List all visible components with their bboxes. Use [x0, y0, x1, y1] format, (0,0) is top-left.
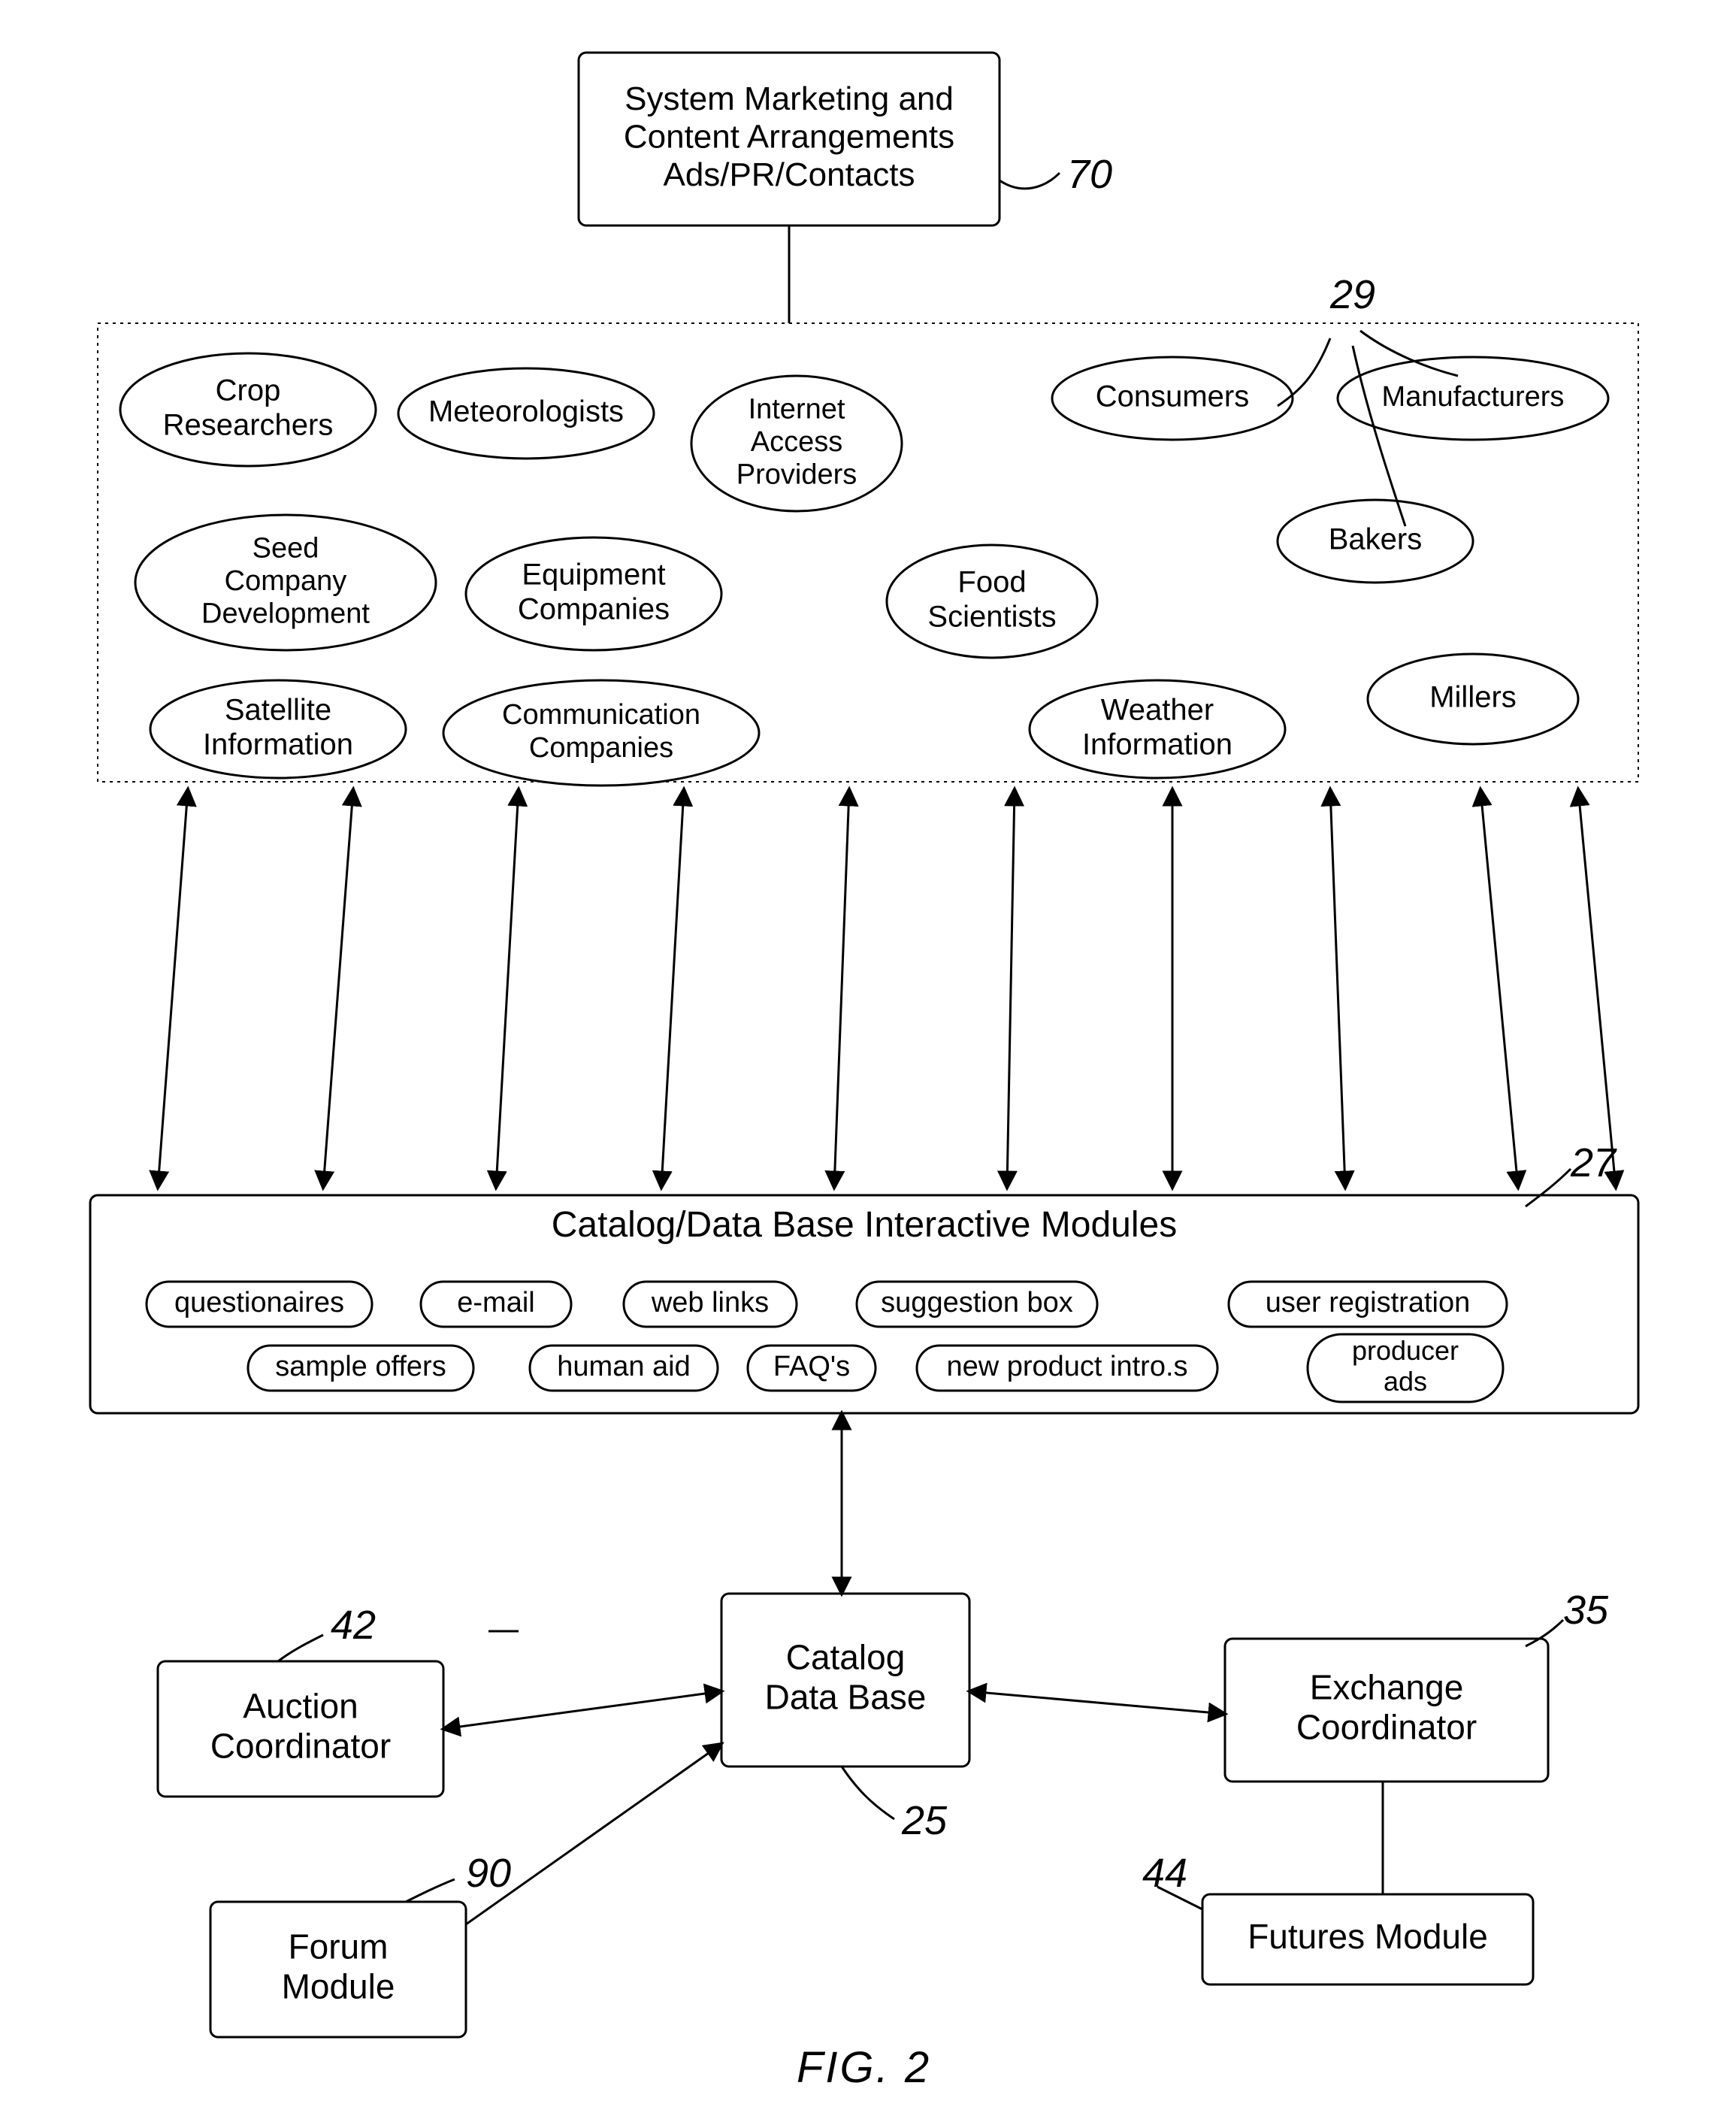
svg-text:ads: ads — [1384, 1366, 1427, 1397]
connector — [834, 789, 849, 1188]
svg-text:Development: Development — [201, 598, 370, 630]
ref-29: 29 — [1329, 272, 1375, 317]
ref-label: 44 — [1142, 1851, 1187, 1896]
svg-text:Companies: Companies — [529, 732, 673, 764]
svg-text:System Marketing and: System Marketing and — [625, 80, 954, 117]
ref-label: 35 — [1563, 1588, 1609, 1633]
svg-text:Researchers: Researchers — [163, 409, 334, 442]
svg-text:questionaires: questionaires — [174, 1287, 344, 1318]
svg-text:Satellite: Satellite — [225, 694, 331, 727]
ref-label: 25 — [901, 1798, 948, 1843]
svg-text:Communication: Communication — [502, 699, 700, 731]
connector — [443, 1691, 721, 1729]
svg-text:web links: web links — [651, 1287, 769, 1318]
svg-text:Consumers: Consumers — [1096, 380, 1250, 413]
svg-text:Meteorologists: Meteorologists — [428, 395, 624, 428]
svg-text:Information: Information — [1082, 728, 1232, 761]
connector — [323, 789, 353, 1188]
connector — [1330, 789, 1345, 1188]
svg-text:Companies: Companies — [518, 593, 670, 626]
ref-27: 27 — [1570, 1140, 1617, 1185]
ref-label: 90 — [466, 1851, 511, 1896]
connector — [158, 789, 188, 1188]
connector — [466, 1744, 721, 1924]
connector — [661, 789, 684, 1188]
svg-text:Ads/PR/Contacts: Ads/PR/Contacts — [663, 156, 915, 193]
svg-text:Crop: Crop — [216, 374, 281, 407]
svg-text:Manufacturers: Manufacturers — [1382, 381, 1565, 413]
diagram-canvas: System Marketing andContent Arrangements… — [0, 0, 1736, 2101]
connector — [496, 789, 519, 1188]
connector — [1007, 789, 1015, 1188]
svg-text:user registration: user registration — [1266, 1287, 1470, 1318]
svg-text:human aid: human aid — [557, 1351, 690, 1382]
svg-text:Futures Module: Futures Module — [1248, 1917, 1488, 1956]
connector — [1578, 789, 1616, 1188]
svg-text:Weather: Weather — [1101, 694, 1214, 727]
svg-text:Company: Company — [225, 565, 347, 597]
svg-text:sample offers: sample offers — [275, 1351, 446, 1382]
svg-text:Coordinator: Coordinator — [1296, 1708, 1477, 1747]
svg-text:Coordinator: Coordinator — [210, 1727, 391, 1766]
ref-70: 70 — [1067, 152, 1112, 197]
svg-text:Equipment: Equipment — [522, 559, 665, 592]
svg-text:Bakers: Bakers — [1329, 523, 1423, 556]
ref-lead — [406, 1879, 455, 1902]
svg-text:Internet: Internet — [749, 393, 845, 425]
ref-lead — [278, 1635, 323, 1661]
connector — [1480, 789, 1518, 1188]
svg-text:Seed: Seed — [253, 532, 319, 564]
svg-text:Access: Access — [751, 426, 842, 458]
svg-text:Food: Food — [957, 566, 1026, 599]
svg-text:producer: producer — [1352, 1335, 1459, 1366]
svg-text:Information: Information — [203, 728, 353, 761]
svg-text:Scientists: Scientists — [927, 601, 1056, 634]
svg-text:FAQ's: FAQ's — [773, 1351, 850, 1382]
ref-lead — [842, 1766, 894, 1819]
connector — [969, 1691, 1225, 1714]
svg-text:Exchange: Exchange — [1310, 1668, 1464, 1707]
svg-text:Catalog: Catalog — [786, 1638, 906, 1677]
ref-lead — [1000, 173, 1060, 189]
modules-title: Catalog/Data Base Interactive Modules — [552, 1205, 1177, 1245]
ref-label: 42 — [331, 1603, 376, 1648]
svg-text:Millers: Millers — [1429, 681, 1517, 714]
svg-text:Content Arrangements: Content Arrangements — [624, 119, 954, 156]
svg-text:new product intro.s: new product intro.s — [946, 1351, 1187, 1382]
svg-text:Auction: Auction — [243, 1687, 358, 1726]
svg-text:suggestion box: suggestion box — [881, 1287, 1073, 1318]
svg-text:e-mail: e-mail — [457, 1287, 534, 1318]
svg-text:Forum: Forum — [289, 1927, 389, 1966]
figure-label: FIG. 2 — [797, 2043, 931, 2092]
svg-text:Module: Module — [282, 1967, 395, 2006]
svg-text:Providers: Providers — [736, 459, 857, 491]
svg-text:Data Base: Data Base — [765, 1678, 927, 1717]
